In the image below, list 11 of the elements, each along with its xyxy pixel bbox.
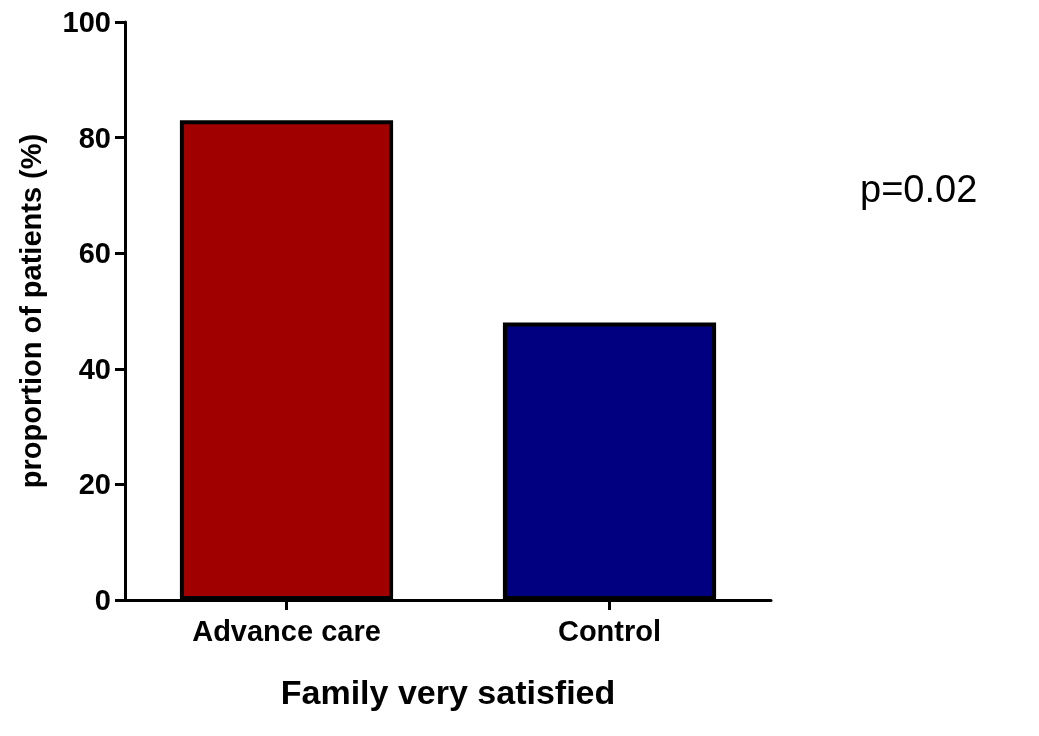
y-tick-label: 0: [94, 584, 111, 616]
x-tick-label: Control: [557, 614, 662, 647]
y-tick-label: 20: [78, 468, 111, 501]
x-tick-label: Advance care: [192, 614, 381, 647]
y-tick-label: 80: [78, 121, 111, 154]
x-axis-title: Family very satisfied: [280, 673, 616, 711]
y-tick-label: 60: [78, 237, 111, 270]
y-axis-title: proportion of patients (%): [14, 133, 47, 489]
y-tick-label: 40: [78, 352, 111, 385]
y-tick-label: 100: [62, 6, 111, 38]
text: p=0.02: [860, 168, 978, 210]
